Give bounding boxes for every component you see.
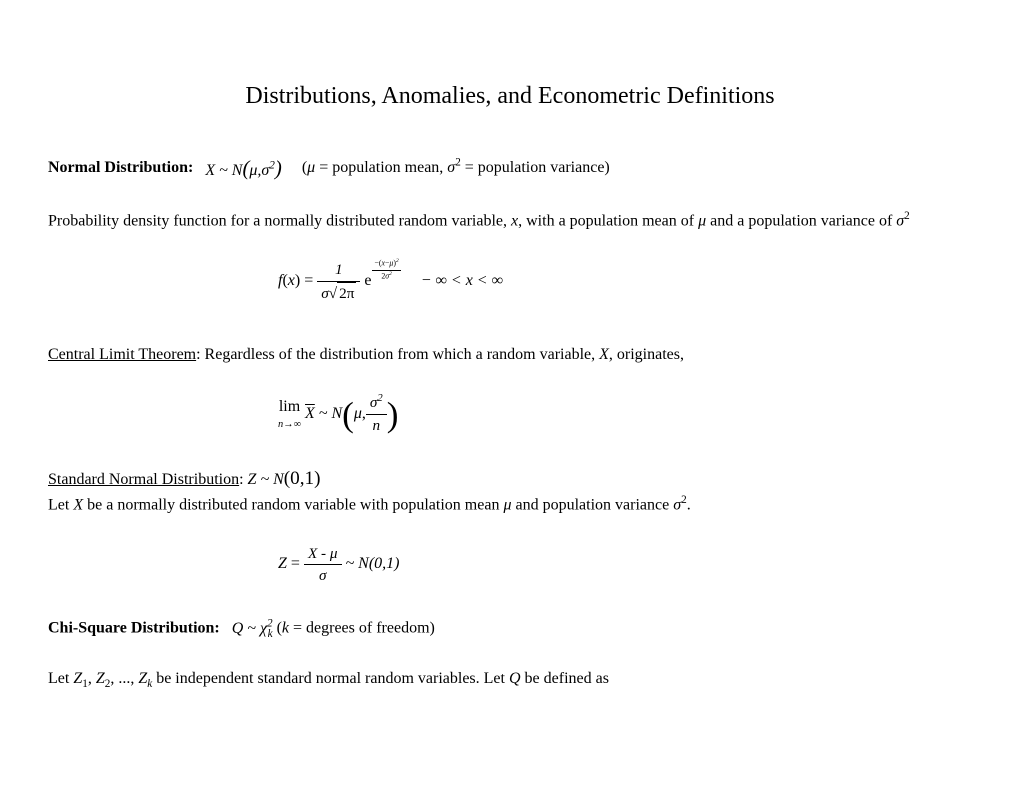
normal-heading: Normal Distribution:: [48, 159, 193, 176]
clt-formula: lim n→∞ X ~ N(μ,σ2n): [278, 392, 972, 436]
chisq-def: Let Z1, Z2, ..., Zk be independent stand…: [48, 668, 972, 693]
stdnormal-section: Standard Normal Distribution: Z ~ N(0,1)…: [48, 466, 972, 517]
chisq-heading: Chi-Square Distribution:: [48, 620, 220, 637]
normal-distribution-section: Normal Distribution: X ~ N(μ,σ2) (μ = po…: [48, 154, 972, 183]
chisq-section: Chi-Square Distribution: Q ~ χ2k (k = de…: [48, 616, 972, 642]
stdnormal-formula: Z = X - μ σ ~ N(0,1): [278, 543, 972, 587]
normal-pdf-text: Probability density function for a norma…: [48, 209, 972, 233]
page-title: Distributions, Anomalies, and Econometri…: [48, 80, 972, 114]
normal-pdf-formula: f(x) = 1 σ√2π e−(x−μ)22σ2 − ∞ < x < ∞: [278, 258, 972, 304]
stdnormal-heading: Standard Normal Distribution: [48, 471, 239, 488]
clt-heading: Central Limit Theorem: [48, 346, 196, 363]
normal-notation: X ~ N(μ,σ2): [205, 162, 286, 179]
normal-explain: (μ = population mean, σ2 = population va…: [302, 159, 610, 176]
clt-section: Central Limit Theorem: Regardless of the…: [48, 344, 972, 366]
